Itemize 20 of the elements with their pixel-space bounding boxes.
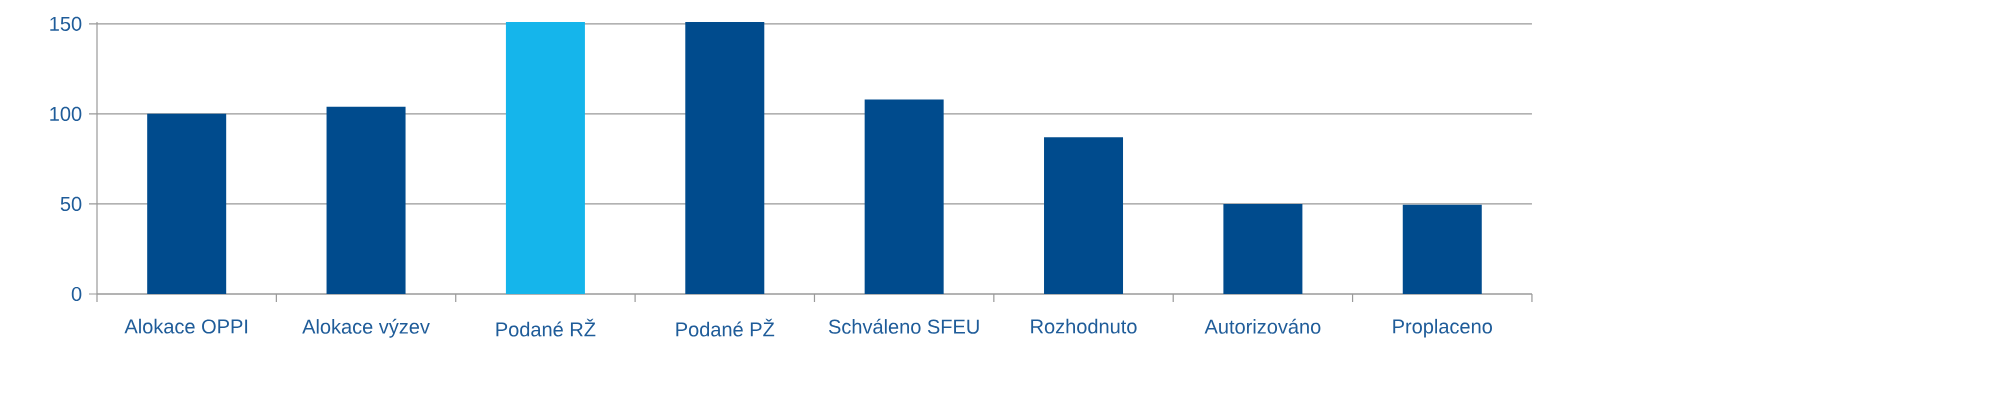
x-tick-label: Proplaceno: [1393, 318, 1492, 338]
bar: [864, 99, 944, 294]
y-tick-label: 0: [71, 286, 82, 302]
x-tick-label: Alokace OPPI: [124, 318, 248, 334]
bar: [1044, 137, 1124, 294]
y-tick-label: 50: [60, 196, 82, 212]
bar: [326, 106, 406, 294]
bar: [505, 22, 585, 294]
bar: [685, 22, 765, 294]
x-tick-label: Schváleno SFEU: [828, 318, 979, 334]
x-tick-label: Rozhodnuto: [1031, 318, 1137, 334]
y-tick-label: 150: [50, 16, 82, 31]
bar: [147, 113, 227, 294]
bar: [1402, 204, 1482, 294]
y-tick-label: 100: [50, 106, 82, 121]
bar: [1223, 203, 1303, 294]
x-tick-label: Autorizováno: [1204, 318, 1321, 334]
x-tick-label: Podané RŽ: [496, 318, 596, 337]
x-tick-label: Alokace výzev: [302, 318, 430, 338]
x-tick-label: Podané PŽ: [676, 318, 775, 337]
